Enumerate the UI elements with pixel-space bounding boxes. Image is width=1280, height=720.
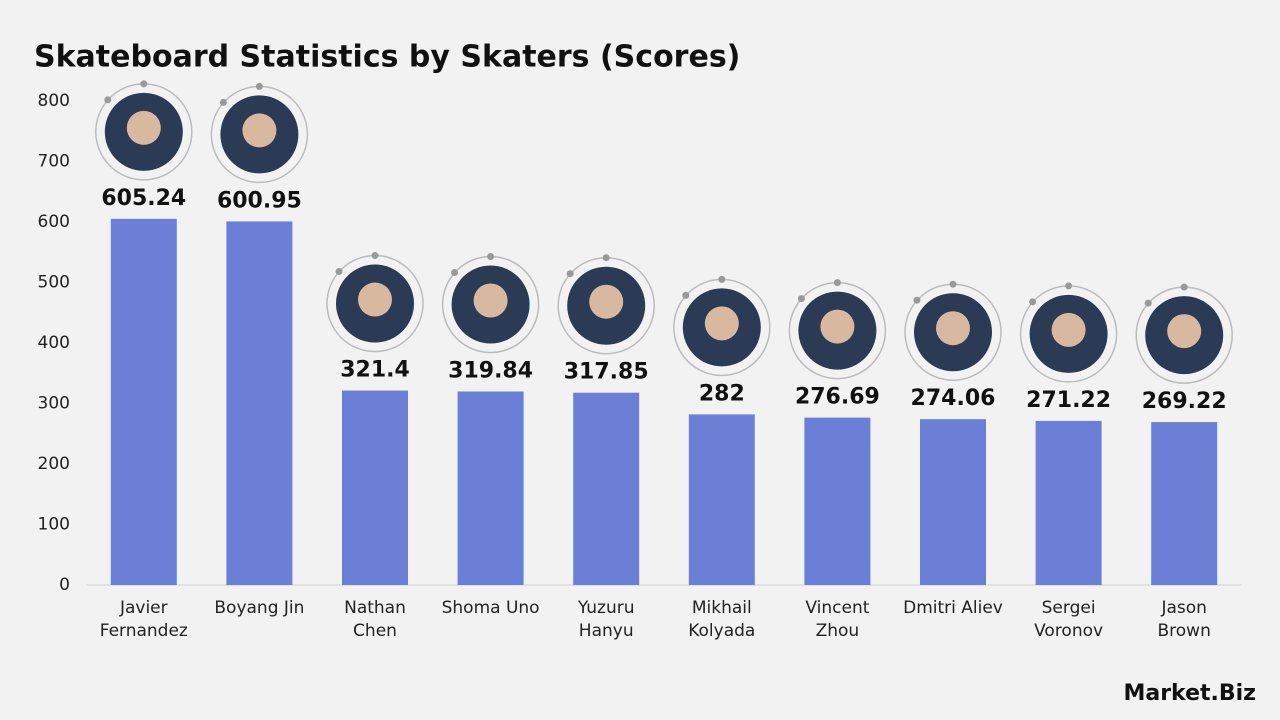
avatar-face	[820, 309, 855, 344]
avatar-dot	[104, 96, 112, 104]
bar	[342, 390, 408, 585]
avatar-dot	[566, 270, 574, 278]
avatar-dot	[140, 80, 148, 88]
y-tick-label: 200	[38, 454, 70, 474]
x-tick-label: Shoma Uno	[441, 598, 540, 618]
avatar-dot	[335, 268, 343, 276]
value-label: 274.06	[911, 386, 996, 411]
avatar-dot	[1065, 282, 1073, 290]
bar	[804, 417, 871, 585]
avatar-face	[589, 284, 624, 319]
avatar-dot	[1144, 299, 1152, 307]
chart-title: Skateboard Statistics by Skaters (Scores…	[34, 40, 740, 75]
value-label: 321.4	[340, 358, 410, 383]
x-tick-label: Yuzuru Hanyu	[577, 598, 635, 641]
bar	[457, 391, 524, 585]
avatar-face	[473, 283, 508, 318]
value-label: 282	[699, 381, 745, 406]
bar	[226, 221, 293, 586]
avatar-dot	[371, 252, 379, 260]
avatar-face	[358, 282, 392, 317]
avatar-dot	[797, 295, 805, 303]
brand-logo: Market.Biz	[1123, 681, 1256, 706]
avatar-dot	[602, 254, 610, 262]
bar	[573, 392, 640, 585]
y-tick-label: 300	[38, 394, 70, 414]
avatar-face	[1167, 314, 1202, 349]
avatar-dot	[949, 280, 957, 288]
avatar-dot	[682, 291, 690, 299]
x-tick-label: Vincent Zhou	[805, 598, 870, 641]
avatar-dot	[219, 98, 227, 106]
y-tick-label: 100	[38, 515, 70, 535]
avatar-dot	[451, 268, 459, 276]
x-tick-label: Mikhail Kolyada	[688, 598, 756, 641]
y-tick-label: 400	[38, 333, 70, 353]
bar	[1035, 420, 1102, 585]
x-tick-label: Nathan Chen	[344, 598, 406, 641]
avatar-dot	[718, 275, 726, 283]
bar	[1151, 422, 1218, 585]
avatar-dot	[487, 252, 495, 260]
avatar-face	[242, 113, 277, 148]
y-tick-label: 800	[38, 91, 70, 111]
y-tick-label: 600	[38, 212, 70, 232]
value-label: 600.95	[217, 188, 302, 213]
avatar-face	[704, 306, 739, 341]
y-tick-label: 500	[38, 273, 70, 293]
avatar-dot	[1029, 298, 1037, 306]
y-tick-label: 0	[59, 575, 70, 595]
avatar-face	[126, 110, 161, 145]
value-label: 319.84	[448, 358, 533, 383]
y-tick-label: 700	[38, 152, 70, 172]
avatar-dot	[255, 82, 263, 90]
avatar-dot	[913, 296, 921, 304]
x-tick-label: Dmitri Aliev	[903, 598, 1003, 618]
bar	[920, 419, 986, 585]
value-label: 276.69	[795, 385, 880, 410]
x-tick-label: Boyang Jin	[214, 598, 305, 618]
x-tick-label: Javier Fernandez	[99, 598, 188, 641]
bar	[110, 218, 177, 585]
bar	[688, 414, 755, 585]
value-label: 271.22	[1026, 388, 1111, 413]
avatar-face	[1051, 312, 1086, 347]
value-label: 269.22	[1142, 389, 1227, 414]
x-tick-label: Jason Brown	[1157, 598, 1211, 641]
value-label: 317.85	[564, 360, 649, 385]
avatar-dot	[833, 279, 841, 287]
avatar-face	[936, 311, 970, 346]
x-tick-label: Sergei Voronov	[1034, 598, 1104, 641]
value-label: 605.24	[101, 186, 186, 211]
avatar-dot	[1180, 283, 1188, 291]
